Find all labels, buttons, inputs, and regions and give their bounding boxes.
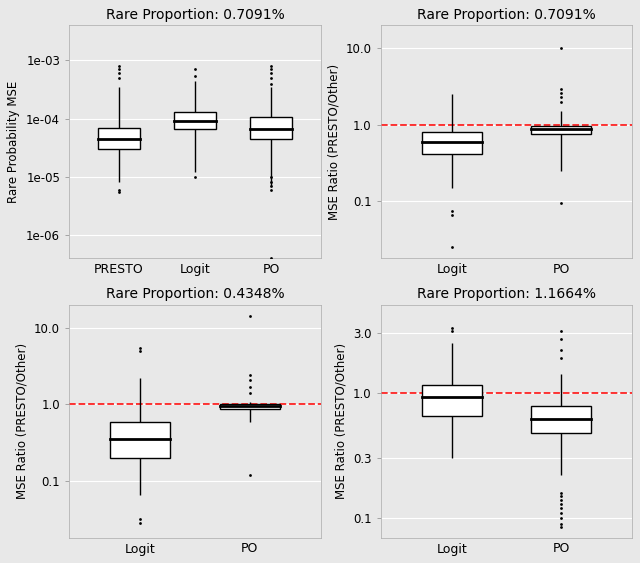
Bar (174, 112, 216, 129)
Y-axis label: MSE Ratio (PRESTO/Other): MSE Ratio (PRESTO/Other) (15, 343, 29, 499)
Title: Rare Proportion: 0.7091%: Rare Proportion: 0.7091% (106, 7, 284, 21)
Title: Rare Proportion: 0.4348%: Rare Proportion: 0.4348% (106, 287, 284, 301)
Y-axis label: Rare Probability MSE: Rare Probability MSE (8, 81, 20, 203)
Bar (422, 385, 482, 416)
Y-axis label: MSE Ratio (PRESTO/Other): MSE Ratio (PRESTO/Other) (335, 343, 348, 499)
Bar (110, 422, 170, 458)
Title: Rare Proportion: 0.7091%: Rare Proportion: 0.7091% (417, 7, 596, 21)
Bar (531, 406, 591, 433)
Bar (98, 128, 140, 149)
Bar (250, 117, 292, 138)
Bar (531, 126, 591, 135)
Title: Rare Proportion: 1.1664%: Rare Proportion: 1.1664% (417, 287, 596, 301)
Bar (220, 404, 280, 409)
Bar (422, 132, 482, 154)
Y-axis label: MSE Ratio (PRESTO/Other): MSE Ratio (PRESTO/Other) (327, 64, 340, 220)
